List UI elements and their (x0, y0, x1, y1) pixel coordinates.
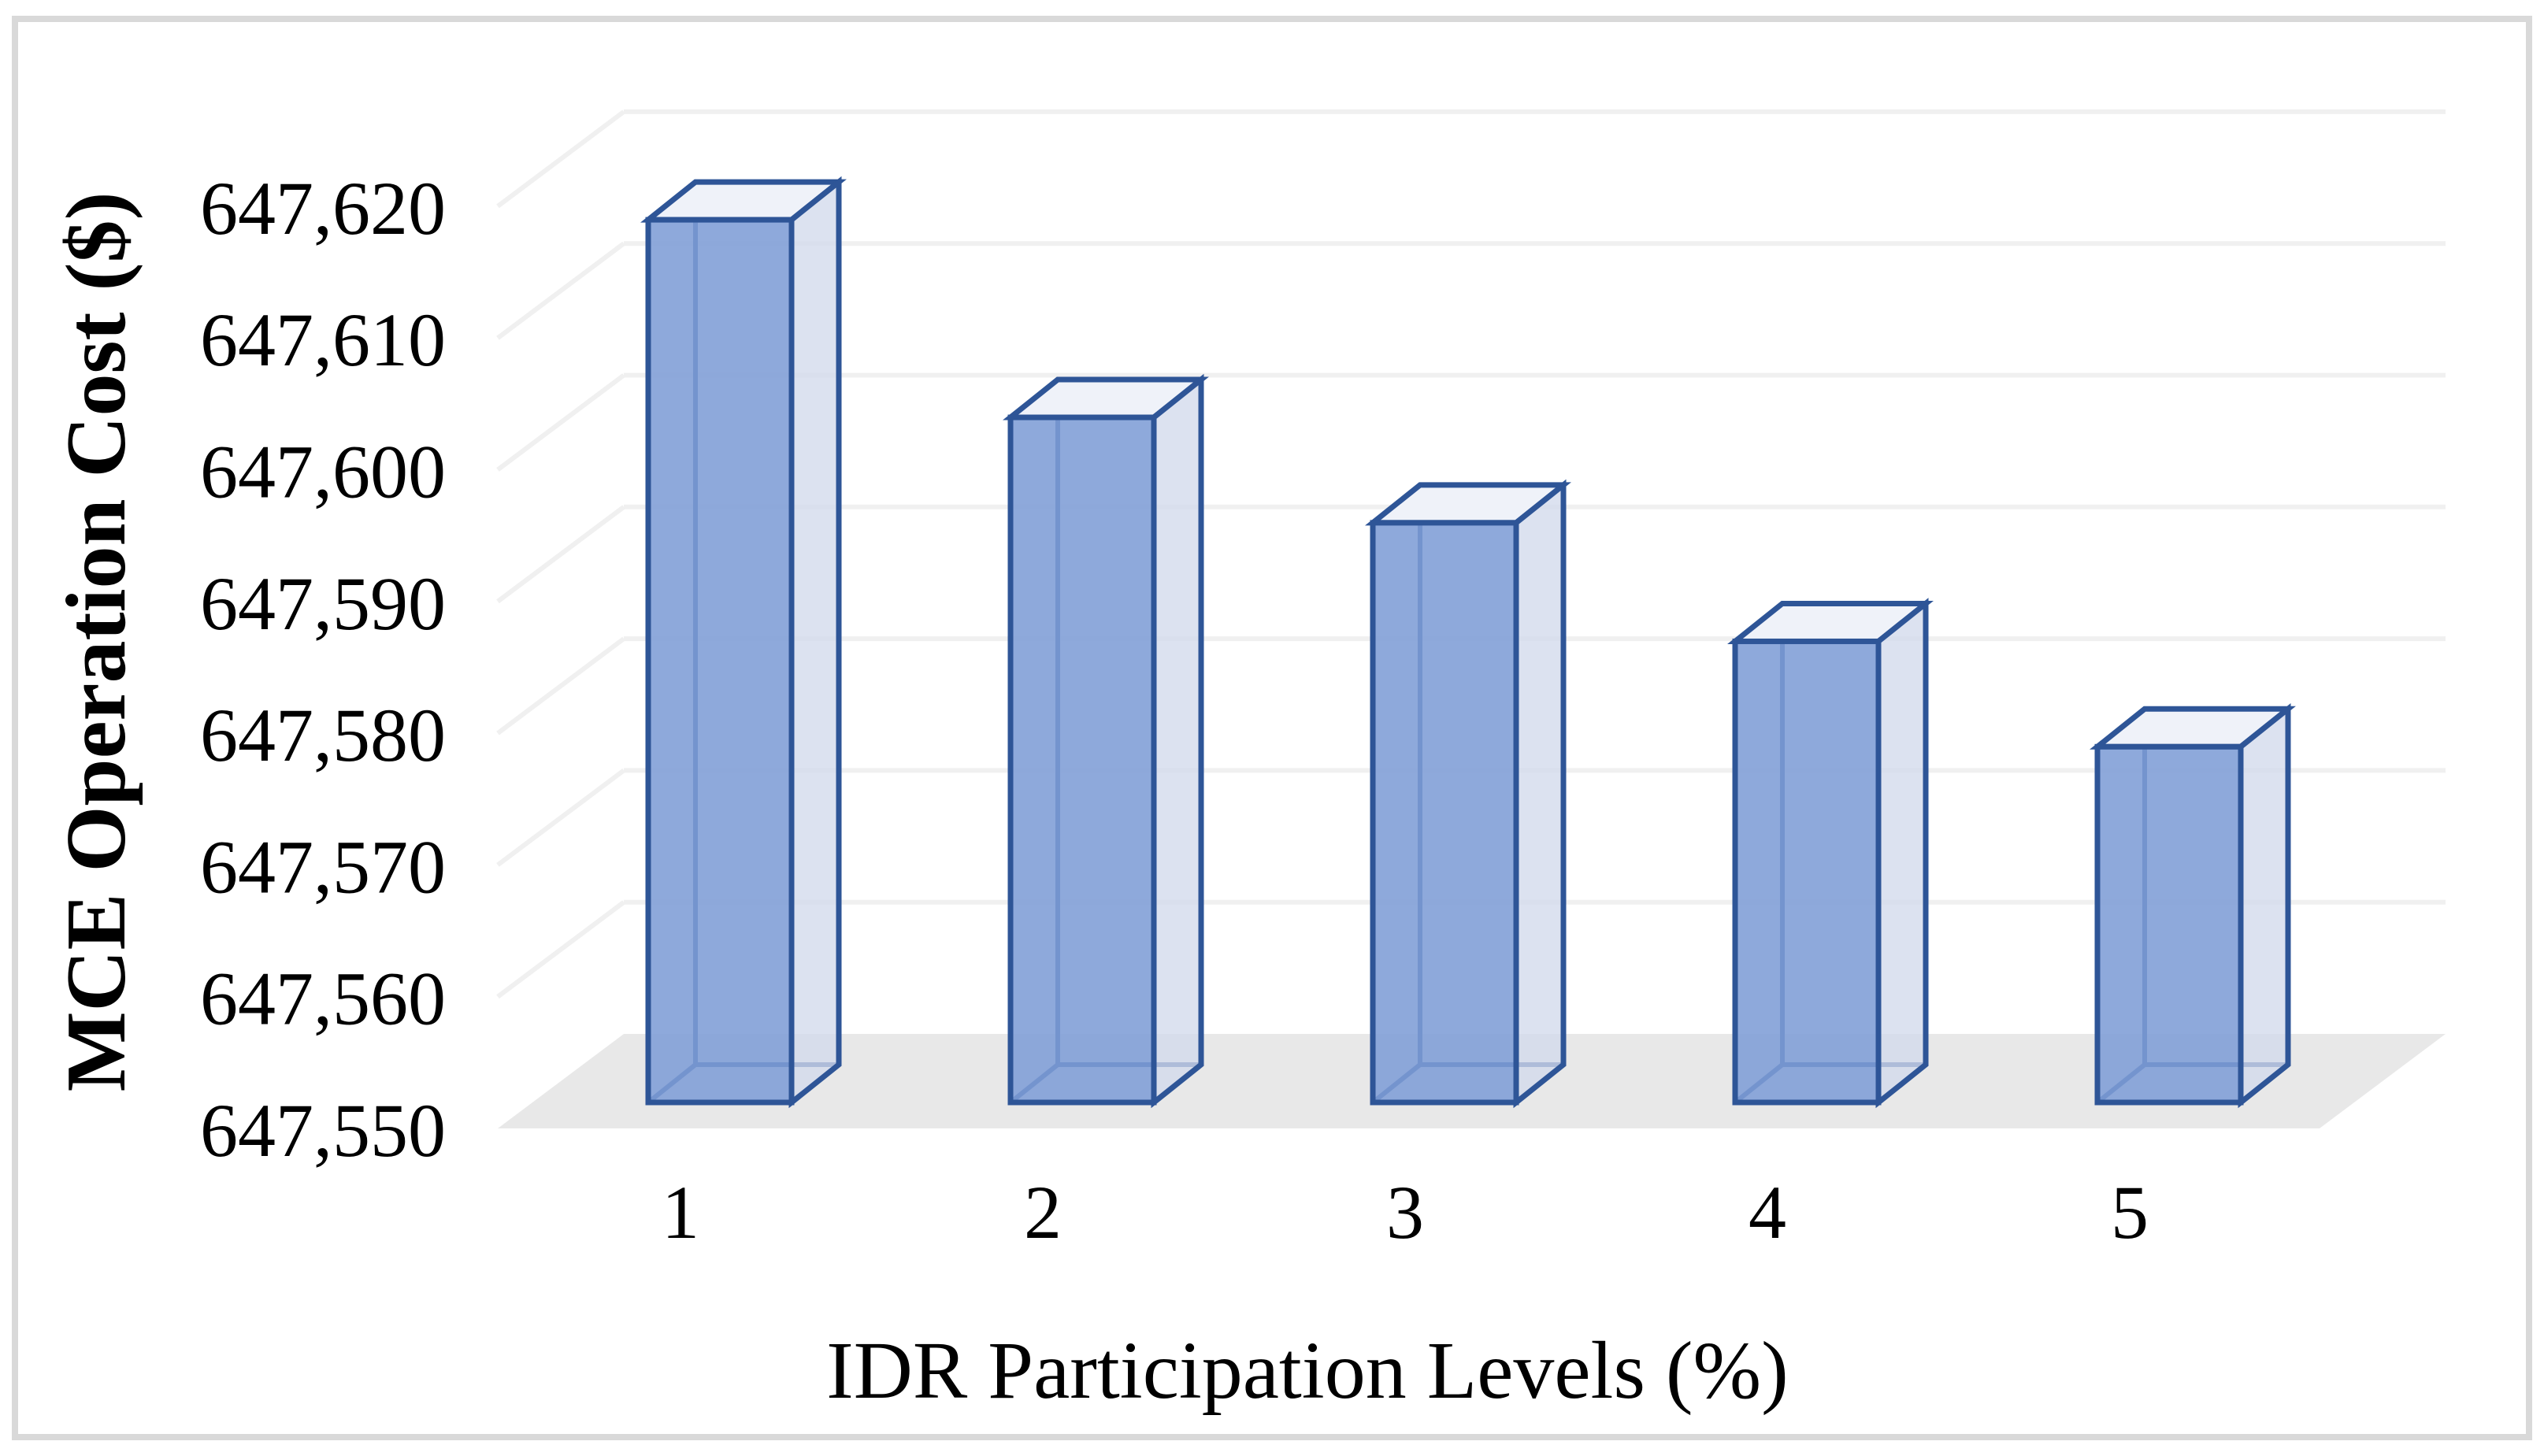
bar-front-face (2094, 743, 2244, 1106)
bar-side-face (2238, 703, 2291, 1109)
x-category-label: 5 (2111, 1170, 2149, 1254)
gridline-sidewall (496, 505, 625, 604)
gridline-sidewall (496, 900, 625, 999)
y-tick-label: 647,570 (200, 824, 446, 909)
bar-side-face (1875, 598, 1929, 1109)
x-category-label: 3 (1386, 1170, 1424, 1254)
y-axis-tick-labels: 647,550 647,560 647,570 647,580 647,590 647,6… (200, 166, 446, 1173)
y-axis-title: MCE Operation Cost ($) (50, 192, 143, 1092)
bar-column-4 (1727, 598, 1934, 1109)
x-category-label: 4 (1749, 1170, 1786, 1254)
bar-column-5 (2090, 703, 2296, 1109)
y-tick-label: 647,590 (200, 561, 446, 646)
gridline-sidewall (496, 636, 625, 735)
y-tick-label: 647,600 (200, 430, 446, 514)
gridline-sidewall (496, 373, 625, 472)
x-axis-title: IDR Participation Levels (%) (826, 1325, 1789, 1416)
x-category-label: 1 (662, 1170, 699, 1254)
bar-column-1 (640, 176, 847, 1109)
x-axis-category-labels: 1 2 3 4 5 (662, 1170, 2149, 1254)
y-tick-label: 647,560 (200, 957, 446, 1041)
bar-front-face (1007, 414, 1157, 1106)
bar-column-2 (1003, 373, 1209, 1109)
bar-column-3 (1365, 479, 1571, 1109)
gridline-sidewall (496, 769, 625, 867)
y-tick-label: 647,620 (200, 166, 446, 250)
gridline-sidewall (496, 109, 625, 209)
bar-front-face (645, 217, 795, 1106)
bar-side-face (788, 176, 842, 1109)
bars-group (640, 176, 2296, 1109)
bar-front-face (1370, 520, 1519, 1106)
gridline-sidewall (496, 241, 625, 340)
bar-side-face (1151, 373, 1204, 1109)
chart-outer-border (12, 16, 2532, 1440)
y-tick-label: 647,580 (200, 693, 446, 777)
x-category-label: 2 (1024, 1170, 1062, 1254)
y-tick-label: 647,550 (200, 1088, 446, 1173)
bar-side-face (1513, 479, 1567, 1109)
bar-front-face (1732, 638, 1882, 1106)
y-tick-label: 647,610 (200, 298, 446, 382)
